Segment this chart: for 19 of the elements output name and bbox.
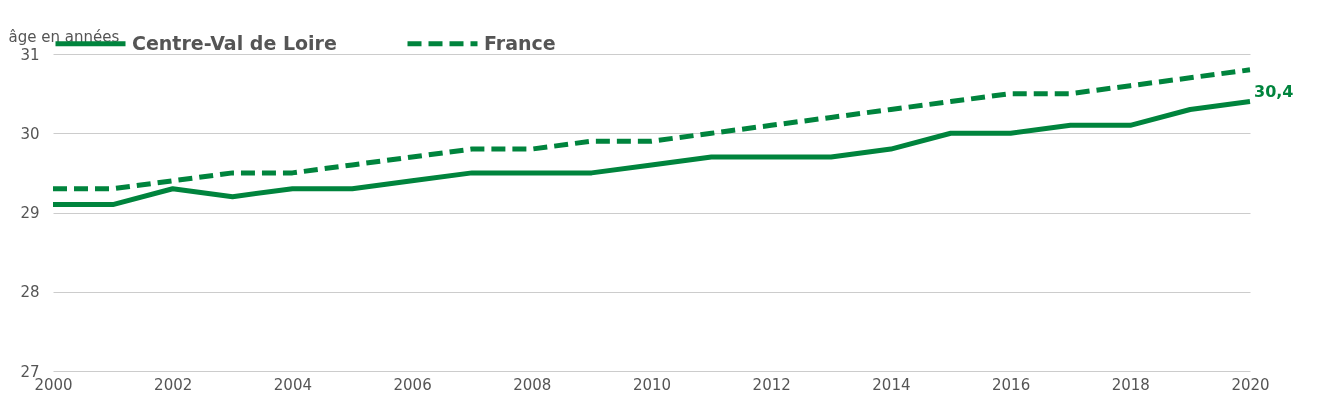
x-tick-label: 2010 — [632, 375, 672, 394]
x-tick-label: 2020 — [1231, 375, 1270, 394]
y-tick-label: 28 — [20, 283, 40, 302]
x-tick-label: 2008 — [513, 375, 552, 394]
annotation: 30,4 — [1254, 81, 1294, 101]
x-tick-label: 2012 — [752, 375, 791, 394]
x-tick-label: 2016 — [992, 375, 1031, 394]
y-tick-label: 29 — [20, 204, 40, 222]
x-tick-label: 2002 — [154, 375, 193, 394]
x-tick-label: 2000 — [34, 375, 73, 394]
y-tick-label: 30 — [20, 124, 40, 143]
y-axis-title: âge en années — [8, 27, 120, 46]
x-tick-label: 2014 — [872, 375, 911, 394]
x-tick-label: 2006 — [393, 375, 432, 394]
x-tick-label: 2018 — [1111, 375, 1150, 394]
legend-label: Centre-Val de Loire — [132, 31, 337, 54]
x-tick-label: 2004 — [273, 375, 312, 394]
y-tick-label: 31 — [20, 45, 40, 64]
legend-label: France — [484, 31, 556, 54]
